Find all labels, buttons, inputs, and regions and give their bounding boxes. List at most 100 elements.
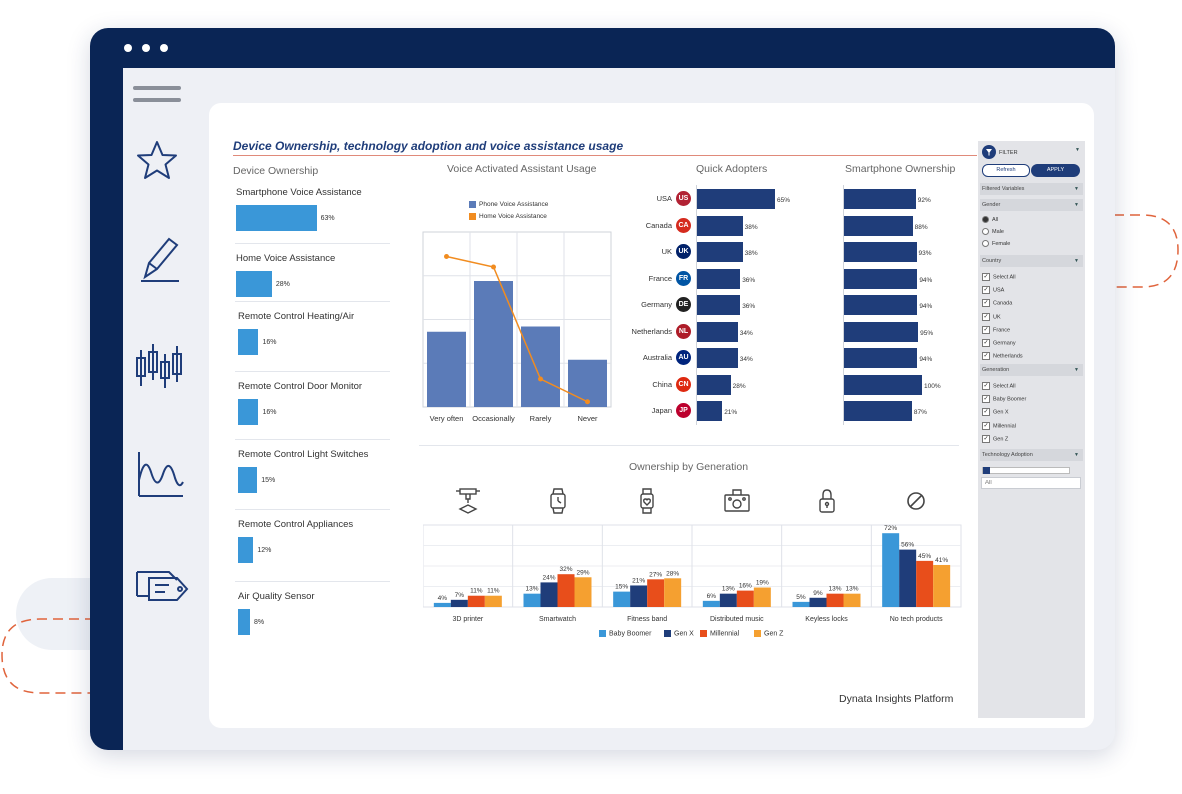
- app-window: Device Ownership, technology adoption an…: [90, 28, 1115, 750]
- generation-checkbox-option[interactable]: ✓ Baby Boomer: [982, 395, 1027, 404]
- country-checkbox-option[interactable]: ✓ USA: [982, 286, 1004, 295]
- gender-radio-option[interactable]: Female: [982, 240, 1010, 248]
- legend-swatch: [754, 630, 761, 637]
- gender-option-label: Male: [992, 229, 1004, 235]
- checkbox-checked-icon: ✓: [982, 325, 990, 334]
- quick-adopters-value: 38%: [744, 250, 758, 257]
- hamburger-menu-icon[interactable]: [133, 86, 181, 112]
- refresh-button[interactable]: Refresh: [982, 164, 1030, 177]
- quick-adopters-value: 36%: [742, 303, 756, 310]
- quick-adopters-bar: [697, 401, 723, 421]
- dashboard-card: Device Ownership, technology adoption an…: [209, 103, 1094, 728]
- generation-bar: [753, 587, 771, 607]
- quick-adopters-country-label: Australia: [642, 353, 672, 362]
- generation-legend-item: Gen Z: [754, 630, 783, 637]
- country-checkbox-option[interactable]: ✓ Netherlands: [982, 352, 1023, 361]
- quick-adopters-axis: [696, 185, 697, 425]
- device-ownership-heading: Device Ownership: [233, 165, 319, 177]
- gender-header[interactable]: Gender ▼: [980, 199, 1083, 211]
- generation-checkbox-option[interactable]: ✓ Millennial: [982, 421, 1016, 430]
- star-icon[interactable]: [135, 140, 179, 182]
- window-dot-icon[interactable]: [142, 44, 150, 52]
- title-bar: [90, 28, 1115, 68]
- smartphone-ownership-value: 94%: [919, 303, 933, 310]
- quick-adopters-value: 28%: [732, 382, 746, 390]
- filter-collapse-chevron-icon[interactable]: ▼: [1075, 147, 1080, 153]
- country-checkbox-option[interactable]: ✓ Select All: [982, 273, 1016, 281]
- generation-bar: [702, 600, 720, 607]
- generation-checkbox-option[interactable]: ✓ Gen Z: [982, 434, 1008, 443]
- gender-option-label: Female: [992, 241, 1011, 247]
- technology-adoption-header[interactable]: Technology Adoption ▼: [980, 449, 1083, 461]
- generation-header-label: Generation: [982, 367, 1010, 373]
- legend-swatch: [700, 630, 707, 637]
- generation-bar: [574, 577, 592, 607]
- technology-adoption-search-input[interactable]: [981, 477, 1081, 489]
- generation-option-label: Baby Boomer: [993, 396, 1027, 403]
- country-checkbox-option[interactable]: ✓ France: [982, 325, 1011, 334]
- smartphone-ownership-bar: [844, 321, 919, 342]
- slider-handle[interactable]: [983, 467, 990, 474]
- radio-icon: [982, 240, 989, 248]
- smartphone-ownership-value: 94%: [919, 276, 933, 284]
- quick-adopters-bar: [697, 374, 731, 395]
- device-ownership-value: 28%: [275, 281, 290, 288]
- generation-category-label: 3D printer: [452, 616, 483, 623]
- country-header[interactable]: Country ▼: [980, 255, 1083, 267]
- country-option-label: Germany: [993, 340, 1016, 347]
- country-checkbox-option[interactable]: ✓ UK: [982, 312, 1001, 321]
- generation-bar: [916, 560, 934, 607]
- filtered-variables-header[interactable]: Filtered Variables ▼: [980, 183, 1083, 195]
- window-dot-icon[interactable]: [124, 44, 132, 52]
- quick-adopters-country-label: China: [652, 379, 672, 389]
- quick-adopters-bar: [697, 348, 738, 368]
- smartphone-ownership-bar: [844, 268, 918, 289]
- generation-bar-value: 24%: [542, 574, 555, 581]
- legend-phone-voice-label: Phone Voice Assistance: [479, 201, 549, 209]
- smartphone-ownership-value: 100%: [924, 382, 941, 390]
- window-dot-icon[interactable]: [160, 44, 168, 52]
- generation-category-label: Distributed music: [710, 616, 764, 623]
- device-ownership-value: 12%: [257, 547, 272, 554]
- generation-header[interactable]: Generation ▼: [980, 364, 1083, 376]
- voice-usage-category-label: Very often: [430, 414, 464, 423]
- country-checkbox-option[interactable]: ✓ Germany: [982, 339, 1016, 347]
- smartphone-ownership-value: 95%: [920, 329, 934, 337]
- generation-bar-value: 41%: [935, 557, 948, 564]
- quick-adopters-bar: [697, 321, 738, 342]
- tags-icon[interactable]: [135, 568, 193, 612]
- generation-bar: [613, 591, 631, 607]
- chevron-down-icon: ▼: [1074, 258, 1079, 264]
- voice-usage-category-label: Occasionally: [472, 414, 515, 423]
- phone-voice-bar: [474, 281, 513, 407]
- gender-radio-option[interactable]: Male: [982, 228, 1004, 236]
- generation-checkbox-option[interactable]: ✓ Gen X: [982, 408, 1009, 417]
- wave-chart-icon[interactable]: [135, 450, 185, 500]
- device-ownership-label: Home Voice Assistance: [236, 253, 336, 264]
- quick-adopters-value: 21%: [724, 409, 738, 416]
- pencil-icon[interactable]: [137, 233, 181, 285]
- home-voice-point: [585, 399, 590, 405]
- checkbox-checked-icon: ✓: [982, 421, 990, 430]
- technology-adoption-slider[interactable]: [982, 467, 1070, 474]
- ownership-by-generation-heading: Ownership by Generation: [629, 461, 749, 473]
- smartphone-ownership-heading: Smartphone Ownership: [845, 163, 956, 175]
- quick-adopters-value: 34%: [739, 329, 753, 337]
- decorative-dashed-arc-right: [1114, 214, 1179, 288]
- apply-button[interactable]: APPLY: [1031, 164, 1080, 177]
- left-strip: [90, 68, 123, 750]
- generation-bar: [719, 593, 737, 607]
- gender-radio-option[interactable]: All: [982, 216, 998, 224]
- checkbox-checked-icon: ✓: [982, 299, 990, 308]
- country-option-label: France: [993, 327, 1011, 334]
- device-ownership-value: 16%: [262, 409, 277, 416]
- generation-checkbox-option[interactable]: ✓ Select All: [982, 382, 1016, 390]
- fitness-band-icon: [640, 488, 654, 514]
- checkbox-checked-icon: ✓: [982, 434, 990, 443]
- generation-option-label: Select All: [993, 383, 1016, 390]
- country-checkbox-option[interactable]: ✓ Canada: [982, 299, 1012, 308]
- home-voice-point: [491, 264, 496, 270]
- generation-bar-value: 21%: [632, 577, 645, 584]
- china-flag-icon: CN: [676, 376, 691, 392]
- candlestick-chart-icon[interactable]: [135, 340, 185, 390]
